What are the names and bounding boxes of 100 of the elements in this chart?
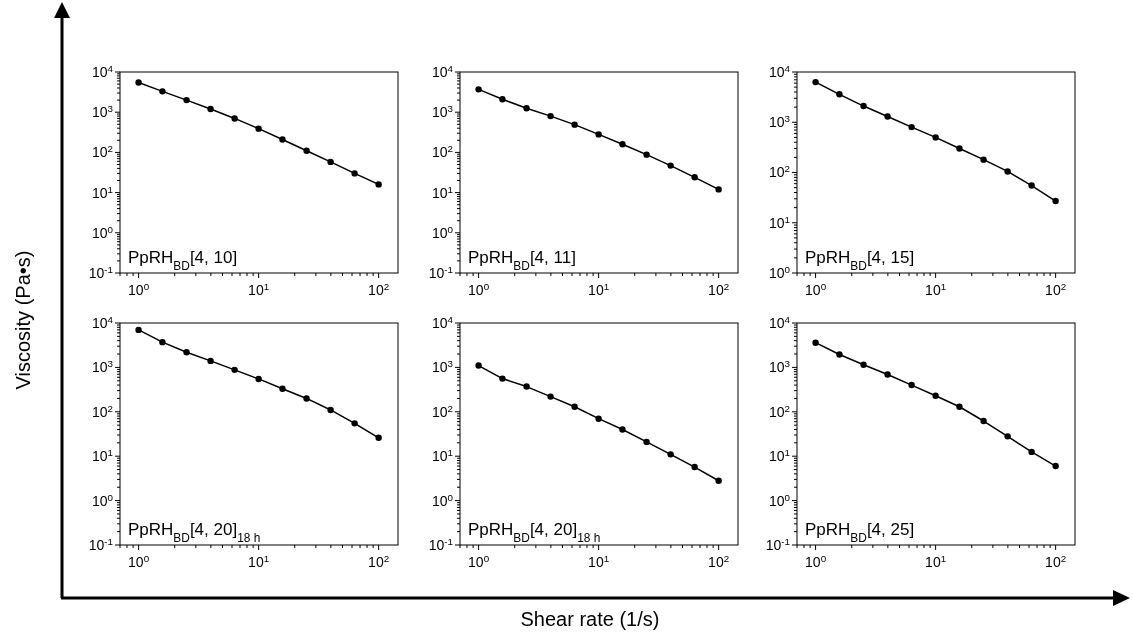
point	[375, 181, 382, 188]
x-tick-label: 10$^{0}$	[128, 552, 150, 570]
text: PpRH$_{BD}$[4, 15]	[805, 248, 915, 273]
y-tick-label: 10$^{1}$	[768, 446, 790, 465]
y-tick-label: 10$^{2}$	[431, 142, 453, 161]
point	[619, 426, 626, 433]
point	[1028, 448, 1035, 456]
text: PpRH$_{BD}$[4, 25]	[805, 520, 915, 545]
point	[980, 156, 987, 163]
y-tick-label: 10$^{0}$	[91, 491, 114, 509]
y-tick-label: 10$^{1}$	[768, 213, 790, 231]
point	[327, 158, 334, 166]
y-tick-label: 10$^{3}$	[768, 357, 791, 376]
x-tick-label: 10$^{1}$	[248, 552, 270, 570]
point	[1028, 182, 1035, 189]
y-tick-label: 10$^{4}$	[91, 62, 114, 80]
point	[619, 140, 626, 148]
y-tick-label: 10$^{0}$	[91, 223, 114, 241]
x-tick-label: 10$^{0}$	[805, 280, 827, 298]
point	[715, 186, 722, 193]
point	[884, 113, 891, 120]
point	[499, 375, 506, 382]
y-tick-label: 10$^{-1}$	[88, 535, 113, 553]
x-tick-label: 10$^{0}$	[805, 552, 827, 570]
point	[475, 362, 482, 369]
x-tick-label: 10$^{1}$	[925, 280, 947, 298]
point	[667, 451, 674, 458]
point	[207, 105, 214, 113]
x-tick-label: 10$^{2}$	[708, 280, 730, 298]
x-tick-label: 10$^{1}$	[588, 280, 610, 298]
x-tick-label: 10$^{1}$	[588, 552, 610, 570]
y-tick-label: 10$^{-1}$	[88, 263, 113, 281]
text: PpRH$_{BD}$[4, 11]	[468, 248, 576, 273]
point	[691, 463, 698, 471]
y-tick-label: 10$^{2}$	[431, 402, 453, 420]
x-tick-label: 10$^{1}$	[248, 280, 270, 298]
x-tick-label: 10$^{1}$	[925, 552, 947, 570]
point	[255, 375, 262, 383]
point	[571, 121, 578, 128]
x-tick-label: 10$^{2}$	[1045, 552, 1067, 570]
x-tick-label: 10$^{2}$	[368, 280, 390, 298]
point	[183, 96, 190, 104]
point	[231, 115, 238, 122]
x-tick-label: 10$^{0}$	[128, 280, 150, 298]
point	[595, 415, 602, 422]
point	[183, 349, 190, 356]
x-axis-title: Shear rate (1/s)	[520, 608, 660, 630]
point	[1052, 462, 1059, 470]
y-tick-label: 10$^{2}$	[91, 142, 113, 161]
y-tick-label: 10$^{0}$	[431, 491, 454, 509]
x-tick-label: 10$^{2}$	[708, 552, 730, 570]
y-tick-label: 10$^{1}$	[431, 183, 453, 201]
point	[667, 162, 674, 169]
text: PpRH$_{BD}$[4, 20]$_{18 h}$	[468, 520, 601, 545]
point	[159, 88, 166, 95]
y-tick-label: 10$^{2}$	[91, 402, 113, 420]
y-axis-title: Viscosity (Pa•s)	[12, 250, 34, 390]
y-tick-label: 10$^{-1}$	[428, 535, 453, 553]
y-tick-label: 10$^{4}$	[768, 313, 791, 331]
point	[523, 383, 530, 390]
y-tick-label: 10$^{4}$	[768, 62, 791, 80]
point	[279, 385, 286, 392]
point	[547, 393, 554, 400]
point	[475, 86, 482, 93]
point	[860, 102, 867, 110]
y-tick-label: 10$^{0}$	[768, 263, 791, 281]
point	[351, 170, 358, 177]
y-tick-label: 10$^{3}$	[91, 357, 114, 376]
point	[691, 174, 698, 181]
point	[812, 339, 819, 346]
text: PpRH$_{BD}$[4, 20]$_{18 h}$	[128, 520, 261, 545]
point	[1004, 168, 1011, 175]
point	[836, 91, 843, 98]
point	[1052, 197, 1059, 205]
point	[135, 326, 142, 334]
point	[303, 395, 310, 402]
y-tick-label: 10$^{2}$	[768, 162, 790, 181]
point	[908, 123, 915, 131]
point	[279, 136, 286, 143]
y-tick-label: 10$^{3}$	[91, 102, 114, 121]
y-tick-label: 10$^{2}$	[768, 402, 790, 420]
point	[135, 79, 142, 86]
y-tick-label: 10$^{4}$	[431, 62, 454, 80]
point	[207, 357, 214, 365]
y-tick-label: 10$^{1}$	[91, 183, 113, 201]
x-tick-label: 10$^{0}$	[468, 280, 490, 298]
y-tick-label: 10$^{-1}$	[428, 263, 453, 281]
point	[595, 131, 602, 138]
point	[956, 145, 963, 152]
point	[932, 392, 939, 399]
point	[571, 403, 578, 410]
y-tick-label: 10$^{3}$	[431, 102, 454, 121]
point	[812, 78, 819, 86]
y-tick-label: 10$^{0}$	[768, 491, 791, 509]
point	[303, 147, 310, 154]
text: PpRH$_{BD}$[4, 10]	[128, 248, 238, 273]
y-tick-label: 10$^{3}$	[768, 112, 791, 131]
point	[908, 381, 915, 389]
y-tick-label: 10$^{4}$	[91, 313, 114, 331]
x-tick-label: 10$^{2}$	[1045, 280, 1067, 298]
